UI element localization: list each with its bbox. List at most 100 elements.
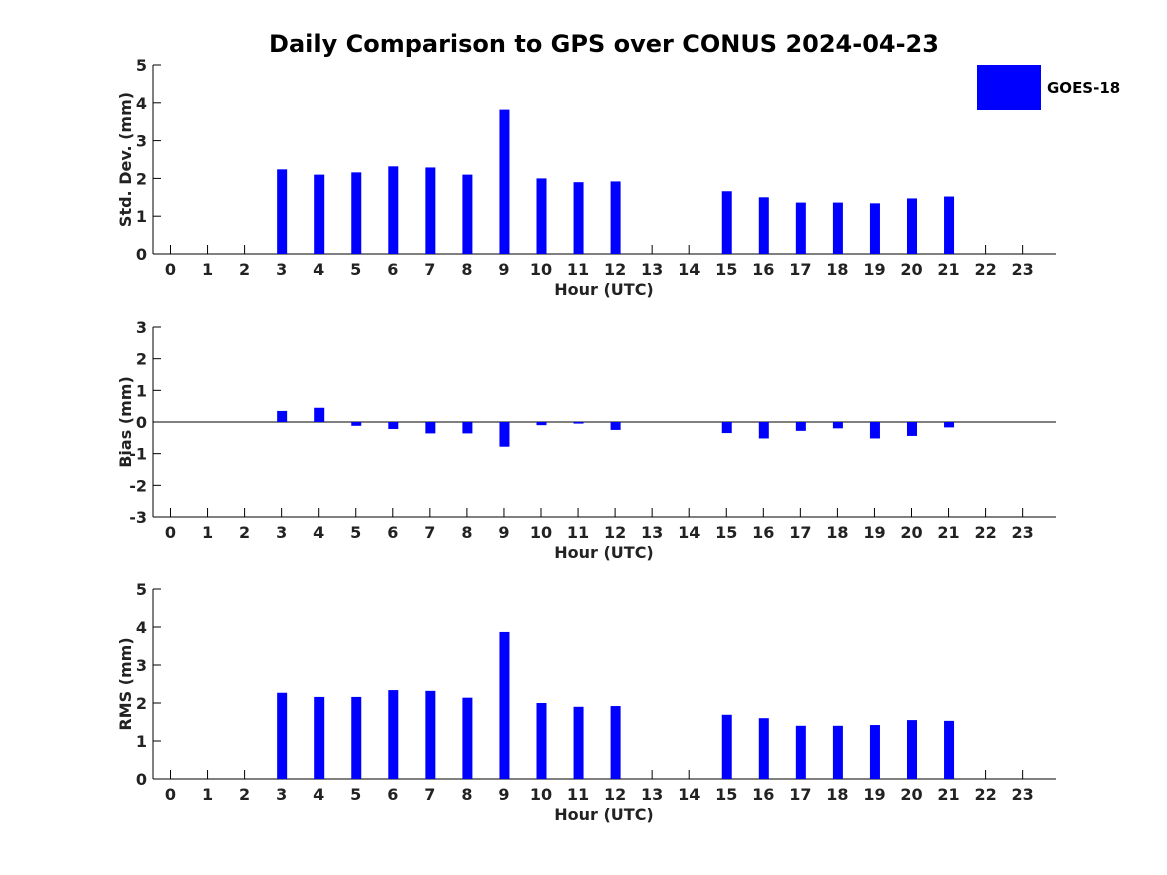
y-tick-label: 3: [136, 656, 147, 675]
x-tick-label: 10: [530, 785, 552, 804]
bar-hour-7: [425, 690, 436, 779]
bar-hour-15: [721, 422, 732, 434]
x-tick-label: 14: [678, 785, 700, 804]
x-tick-label: 19: [863, 260, 885, 279]
x-tick-label: 7: [424, 785, 435, 804]
x-tick-label: 20: [900, 523, 922, 542]
x-tick-label: 14: [678, 523, 700, 542]
bar-hour-7: [425, 167, 436, 254]
bar-hour-20: [907, 422, 917, 436]
x-tick-label: 11: [567, 785, 589, 804]
y-tick-label: 1: [136, 381, 147, 400]
x-tick-label: 16: [752, 260, 774, 279]
bar-hour-16: [758, 718, 769, 779]
bar-hour-5: [351, 422, 362, 426]
bar-hour-16: [758, 422, 769, 439]
y-tick-label: -1: [129, 445, 147, 464]
x-tick-label: 2: [239, 260, 250, 279]
bar-hour-11: [573, 182, 584, 254]
x-tick-label: 12: [604, 785, 626, 804]
x-tick-label: 5: [350, 785, 361, 804]
x-tick-label: 7: [424, 523, 435, 542]
y-tick-label: 3: [136, 132, 147, 151]
x-tick-label: 15: [715, 523, 737, 542]
x-tick-label: 3: [276, 785, 287, 804]
bar-hour-9: [499, 109, 510, 254]
x-tick-label: 5: [350, 523, 361, 542]
y-tick-label: 1: [136, 732, 147, 751]
x-tick-label: 20: [900, 260, 922, 279]
x-tick-label: 4: [313, 785, 324, 804]
bar-hour-10: [536, 178, 547, 254]
x-tick-label: 21: [937, 523, 959, 542]
y-axis-label: Std. Dev. (mm): [116, 92, 135, 227]
x-tick-label: 18: [826, 523, 848, 542]
bar-hour-19: [869, 203, 880, 254]
bar-hour-12: [610, 706, 621, 779]
bar-hour-8: [462, 174, 473, 254]
x-tick-label: 17: [789, 785, 811, 804]
x-tick-label: 1: [202, 785, 213, 804]
bar-hour-17: [795, 422, 806, 431]
bar-hour-6: [388, 690, 399, 779]
chart-title: Daily Comparison to GPS over CONUS 2024-…: [269, 30, 939, 58]
y-tick-label: 2: [136, 694, 147, 713]
bar-hour-7: [425, 422, 436, 434]
x-tick-label: 19: [863, 785, 885, 804]
x-axis-label: Hour (UTC): [554, 805, 654, 824]
bar-hour-21: [944, 422, 955, 428]
bar-hour-3: [277, 692, 288, 779]
x-tick-label: 4: [313, 260, 324, 279]
bar-hour-20: [907, 198, 917, 254]
x-tick-label: 6: [387, 260, 398, 279]
bar-hour-8: [462, 422, 473, 434]
y-tick-label: 1: [136, 207, 147, 226]
bar-hour-19: [869, 422, 880, 439]
x-tick-label: 21: [937, 260, 959, 279]
bar-hour-11: [573, 422, 584, 424]
x-tick-label: 19: [863, 523, 885, 542]
bar-hour-21: [944, 720, 955, 779]
bar-hour-3: [277, 169, 288, 254]
y-tick-label: 4: [136, 94, 147, 113]
x-tick-label: 12: [604, 260, 626, 279]
bar-hour-6: [388, 422, 399, 429]
bar-hour-10: [536, 422, 547, 426]
y-tick-label: 4: [136, 618, 147, 637]
y-tick-label: -3: [129, 508, 147, 527]
bar-hour-5: [351, 696, 362, 779]
legend: GOES-18: [977, 65, 1120, 110]
x-tick-label: 15: [715, 785, 737, 804]
x-tick-label: 3: [276, 523, 287, 542]
x-tick-label: 2: [239, 785, 250, 804]
x-tick-label: 8: [461, 260, 472, 279]
bar-hour-9: [499, 422, 510, 447]
x-tick-label: 12: [604, 523, 626, 542]
y-tick-label: 5: [136, 56, 147, 75]
y-tick-label: 0: [136, 245, 147, 264]
y-tick-label: 0: [136, 770, 147, 789]
y-tick-label: 3: [136, 318, 147, 337]
bar-hour-16: [758, 197, 769, 254]
x-tick-label: 6: [387, 785, 398, 804]
y-tick-label: 2: [136, 350, 147, 369]
x-tick-label: 17: [789, 523, 811, 542]
x-tick-label: 5: [350, 260, 361, 279]
x-tick-label: 10: [530, 523, 552, 542]
x-tick-label: 21: [937, 785, 959, 804]
x-tick-label: 9: [498, 260, 509, 279]
bar-hour-15: [721, 191, 732, 254]
bar-hour-18: [832, 422, 843, 429]
x-tick-label: 0: [165, 785, 176, 804]
y-tick-label: 2: [136, 169, 147, 188]
bar-hour-21: [944, 196, 955, 254]
x-tick-label: 18: [826, 785, 848, 804]
bar-hour-12: [610, 422, 621, 430]
x-tick-label: 9: [498, 785, 509, 804]
x-tick-label: 22: [974, 523, 996, 542]
x-tick-label: 8: [461, 785, 472, 804]
